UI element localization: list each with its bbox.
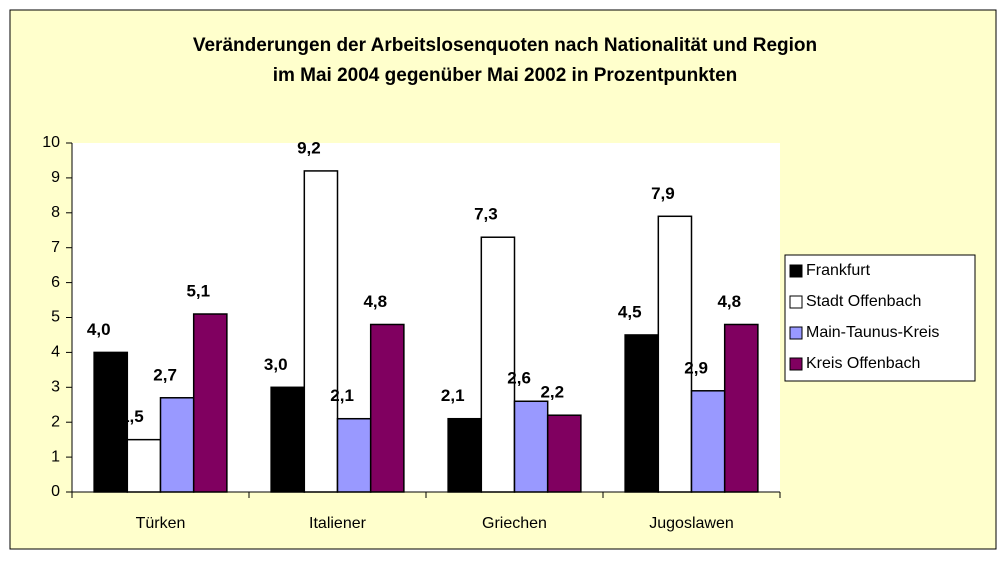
y-tick-label: 0 bbox=[51, 483, 60, 500]
bar bbox=[159, 397, 195, 493]
x-tick-label: Jugoslawen bbox=[649, 515, 734, 532]
y-tick-label: 4 bbox=[51, 344, 60, 361]
x-tick-label: Italiener bbox=[309, 515, 367, 532]
y-tick-label: 9 bbox=[51, 169, 60, 186]
value-label: 2,2 bbox=[540, 383, 564, 402]
value-label: 4,5 bbox=[618, 302, 642, 321]
value-label: 3,0 bbox=[264, 355, 288, 374]
value-label: 2,6 bbox=[507, 369, 531, 388]
legend-swatch bbox=[789, 295, 803, 309]
value-label: 2,7 bbox=[153, 365, 177, 384]
legend-swatch bbox=[789, 357, 803, 371]
legend-label: Main-Taunus-Kreis bbox=[806, 324, 939, 341]
y-tick-label: 7 bbox=[51, 239, 60, 256]
bar bbox=[126, 438, 162, 493]
y-tick-label: 10 bbox=[42, 134, 60, 151]
bar bbox=[336, 417, 372, 493]
value-label: 7,9 bbox=[651, 184, 675, 203]
value-label: 4,0 bbox=[87, 320, 111, 339]
bar bbox=[657, 215, 693, 493]
chart-title: Veränderungen der Arbeitslosenquoten nac… bbox=[193, 35, 817, 56]
bar bbox=[369, 323, 405, 493]
x-tick-label: Türken bbox=[136, 515, 186, 532]
y-tick-label: 2 bbox=[51, 413, 60, 430]
y-tick-label: 3 bbox=[51, 379, 60, 396]
legend-box bbox=[784, 254, 976, 382]
bar bbox=[447, 417, 483, 493]
value-label: 2,9 bbox=[684, 358, 708, 377]
y-tick-label: 8 bbox=[51, 204, 60, 221]
bar bbox=[624, 334, 660, 493]
value-label: 2,1 bbox=[441, 386, 465, 405]
y-tick-label: 1 bbox=[51, 448, 60, 465]
bar bbox=[690, 390, 726, 493]
legend-swatch bbox=[789, 326, 803, 340]
chart-subtitle: im Mai 2004 gegenüber Mai 2002 in Prozen… bbox=[273, 65, 738, 86]
bar bbox=[480, 236, 516, 493]
value-label: 5,1 bbox=[186, 281, 210, 300]
legend-label: Kreis Offenbach bbox=[806, 355, 920, 372]
legend-swatch bbox=[789, 264, 803, 278]
value-label: 1,5 bbox=[120, 407, 144, 426]
bar bbox=[513, 400, 549, 493]
value-label: 4,8 bbox=[363, 292, 387, 311]
y-tick-label: 5 bbox=[51, 309, 60, 326]
legend-label: Frankfurt bbox=[806, 262, 871, 279]
value-label: 9,2 bbox=[297, 138, 321, 157]
y-tick-label: 6 bbox=[51, 274, 60, 291]
x-tick-label: Griechen bbox=[482, 515, 547, 532]
bar bbox=[192, 313, 228, 493]
bar bbox=[303, 170, 339, 493]
bar bbox=[546, 414, 582, 493]
legend-label: Stadt Offenbach bbox=[806, 293, 921, 310]
value-label: 7,3 bbox=[474, 205, 498, 224]
bar bbox=[723, 323, 759, 493]
value-label: 2,1 bbox=[330, 386, 354, 405]
bar bbox=[93, 351, 129, 493]
value-label: 4,8 bbox=[717, 292, 741, 311]
bar bbox=[270, 386, 306, 493]
